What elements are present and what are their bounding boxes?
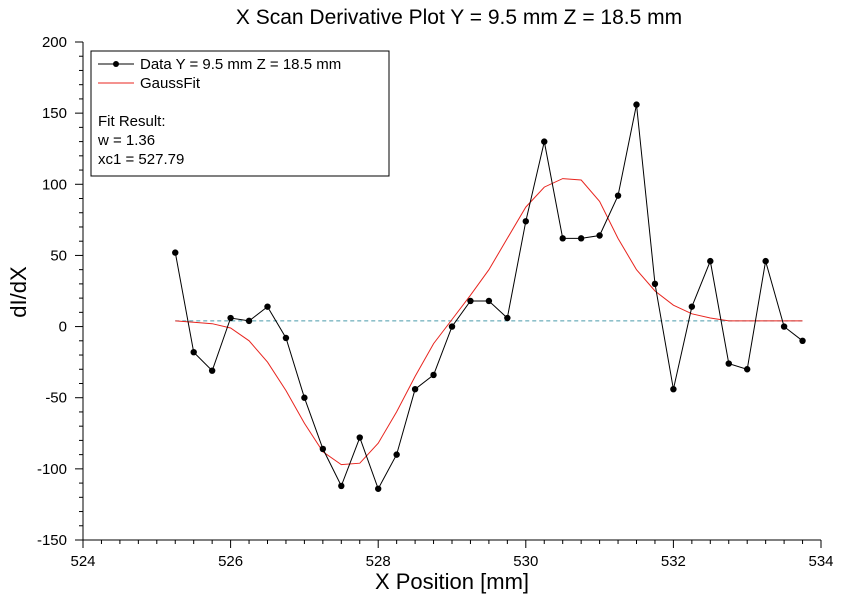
data-point bbox=[541, 138, 548, 145]
data-point bbox=[338, 482, 345, 490]
legend-data-marker bbox=[113, 61, 119, 67]
x-tick-label: 526 bbox=[218, 553, 243, 570]
data-point bbox=[596, 232, 603, 239]
x-tick-label: 528 bbox=[366, 553, 391, 570]
data-point bbox=[707, 257, 714, 265]
data-point bbox=[190, 348, 197, 356]
y-tick-label: 50 bbox=[50, 247, 67, 264]
y-tick-label: -150 bbox=[37, 532, 67, 549]
legend-entry-data: Data Y = 9.5 mm Z = 18.5 mm bbox=[140, 56, 341, 73]
x-tick-label: 532 bbox=[661, 553, 686, 570]
data-point bbox=[614, 192, 622, 199]
fit-result-w: w = 1.36 bbox=[97, 132, 155, 149]
chart-title: X Scan Derivative Plot Y = 9.5 mm Z = 18… bbox=[236, 6, 682, 29]
data-point bbox=[282, 334, 290, 342]
gaussfit-series-line bbox=[175, 178, 803, 466]
data-point bbox=[411, 385, 419, 393]
y-axis-label: dI/dX bbox=[6, 266, 31, 318]
fit-result-xc1: xc1 = 527.79 bbox=[98, 151, 184, 168]
fit-result-heading: Fit Result: bbox=[98, 113, 166, 130]
data-point bbox=[172, 249, 179, 256]
data-point bbox=[522, 218, 529, 225]
x-axis-label: X Position [mm] bbox=[375, 569, 529, 594]
data-point bbox=[319, 445, 327, 453]
data-point bbox=[744, 366, 751, 373]
data-point bbox=[504, 314, 511, 322]
data-point bbox=[245, 317, 253, 325]
data-point bbox=[688, 303, 696, 310]
data-point bbox=[780, 323, 788, 330]
data-point bbox=[467, 297, 474, 305]
data-point bbox=[762, 257, 769, 265]
data-point bbox=[559, 235, 566, 242]
data-point bbox=[799, 337, 806, 344]
data-point bbox=[651, 280, 659, 288]
y-tick-label: -100 bbox=[37, 461, 67, 478]
x-tick-label: 524 bbox=[70, 553, 95, 570]
data-point bbox=[485, 297, 493, 305]
y-tick-label: -50 bbox=[45, 390, 67, 407]
data-point bbox=[301, 394, 308, 401]
data-point bbox=[264, 303, 271, 310]
data-point bbox=[208, 367, 216, 374]
y-tick-label: 0 bbox=[59, 319, 67, 336]
data-point bbox=[430, 371, 437, 379]
data-point bbox=[670, 385, 677, 393]
axes: 524 526 528 530 532 534 -150 -100 -50 0 50 100 150 20… bbox=[37, 34, 834, 570]
data-point bbox=[633, 101, 640, 108]
y-tick-label: 150 bbox=[42, 105, 67, 122]
data-point bbox=[393, 451, 400, 458]
data-point bbox=[725, 360, 732, 367]
legend-entry-fit: GaussFit bbox=[140, 75, 201, 92]
data-point bbox=[448, 323, 456, 330]
x-tick-label: 534 bbox=[808, 553, 833, 570]
data-point bbox=[227, 314, 234, 322]
data-point bbox=[375, 485, 382, 492]
data-point bbox=[356, 434, 363, 441]
plot-area bbox=[172, 101, 806, 492]
data-point bbox=[577, 235, 585, 242]
legend-box bbox=[90, 50, 390, 177]
x-tick-label: 530 bbox=[513, 553, 538, 570]
y-tick-label: 100 bbox=[42, 176, 67, 193]
legend: Data Y = 9.5 mm Z = 18.5 mm GaussFit Fit… bbox=[90, 50, 390, 177]
y-tick-label: 200 bbox=[42, 34, 67, 51]
